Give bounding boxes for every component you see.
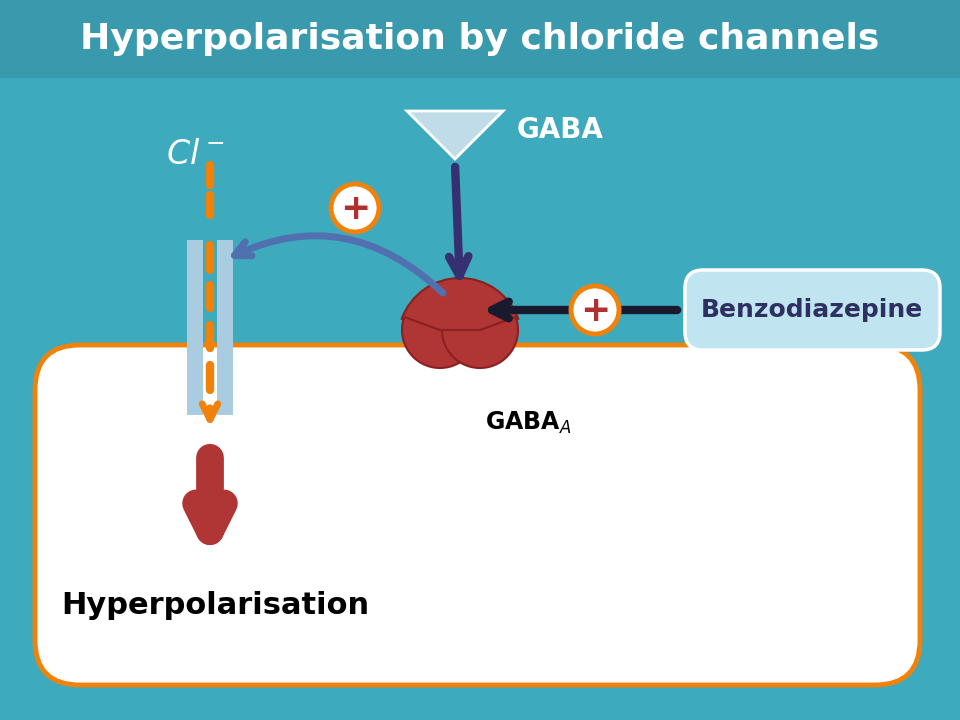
FancyBboxPatch shape	[685, 270, 940, 350]
Text: GABA$_A$: GABA$_A$	[485, 410, 571, 436]
Polygon shape	[407, 111, 503, 159]
FancyBboxPatch shape	[35, 345, 920, 685]
Wedge shape	[402, 317, 478, 368]
Bar	[217, 240, 233, 415]
Text: Hyperpolarisation by chloride channels: Hyperpolarisation by chloride channels	[81, 22, 879, 56]
FancyBboxPatch shape	[0, 0, 960, 78]
Circle shape	[571, 286, 619, 334]
Text: GABA: GABA	[517, 116, 604, 144]
Bar	[187, 240, 203, 415]
Circle shape	[331, 184, 379, 232]
Text: Hyperpolarisation: Hyperpolarisation	[60, 590, 369, 619]
Text: $\mathit{Cl}^-$: $\mathit{Cl}^-$	[166, 138, 225, 171]
Text: +: +	[580, 294, 611, 328]
Wedge shape	[401, 278, 518, 340]
Text: +: +	[340, 192, 371, 226]
Text: Benzodiazepine: Benzodiazepine	[701, 298, 924, 322]
Wedge shape	[442, 317, 518, 368]
